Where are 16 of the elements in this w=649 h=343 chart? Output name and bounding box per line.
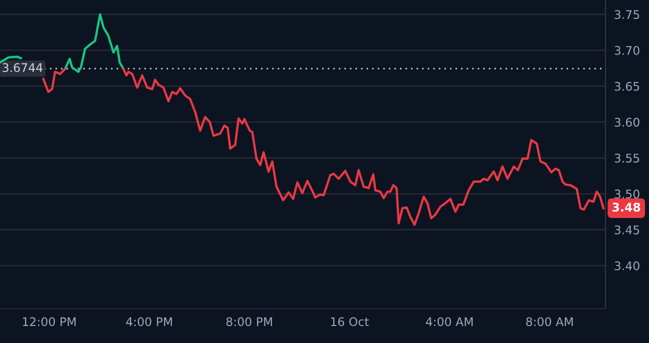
annotation: 3.48 xyxy=(612,202,640,212)
y-tick-label: 3.40 xyxy=(614,261,640,270)
y-tick-label: 3.70 xyxy=(614,46,640,55)
y-tick-label: 3.45 xyxy=(614,225,640,234)
y-tick-label: 3.55 xyxy=(614,154,640,163)
x-tick-label: 12:00 PM xyxy=(22,317,76,326)
x-tick-label: 4:00 AM xyxy=(426,317,473,326)
y-tick-label: 3.65 xyxy=(614,82,640,91)
x-tick-label: 8:00 PM xyxy=(226,317,272,326)
x-tick-label: 4:00 PM xyxy=(126,317,172,326)
y-tick-label: 3.50 xyxy=(614,190,640,198)
y-tick-label: 3.75 xyxy=(614,10,640,20)
ref-line-label: 3.6744 xyxy=(2,63,42,72)
y-tick-label: 3.60 xyxy=(614,118,640,127)
x-tick-label: 16 Oct xyxy=(331,317,369,326)
x-tick-label: 8:00 AM xyxy=(526,317,573,326)
